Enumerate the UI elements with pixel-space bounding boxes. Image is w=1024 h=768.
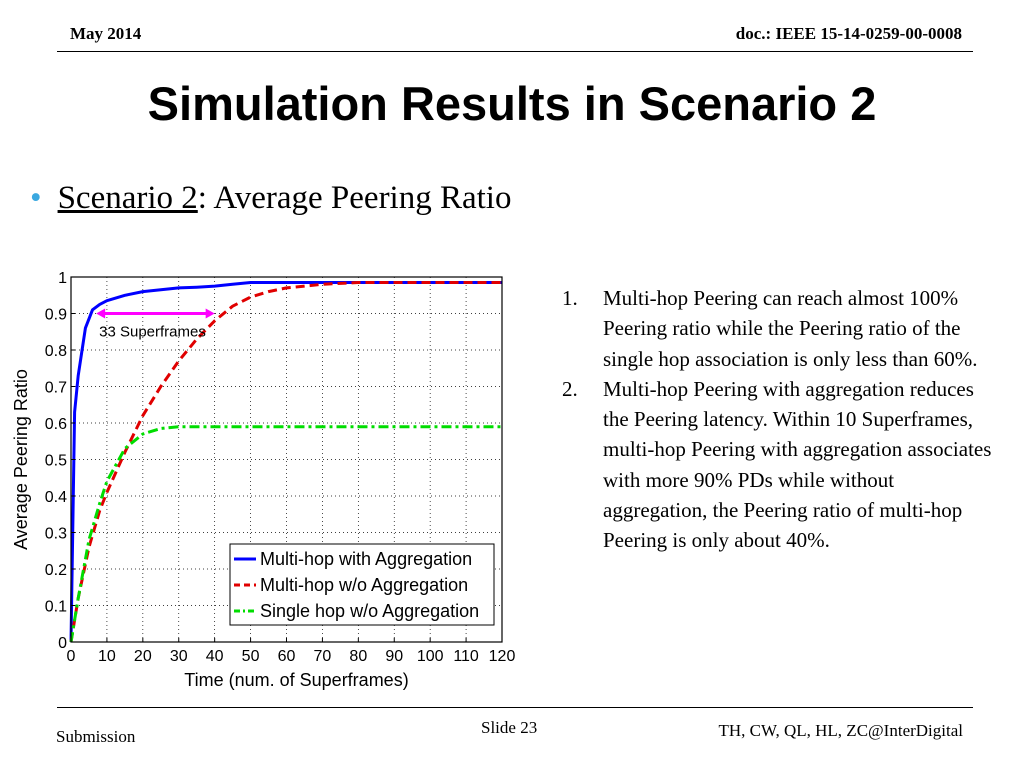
y-tick-label: 0.6 xyxy=(45,416,67,433)
y-axis-label: Average Peering Ratio xyxy=(11,369,31,550)
note-number: 1. xyxy=(562,286,578,310)
peering-ratio-chart: 33 Superframes 0 10 20 30 40 50 60 70 80 90 100 110… xyxy=(11,270,515,690)
legend-entry: Multi-hop with Aggregation xyxy=(260,549,472,569)
x-tick-label: 70 xyxy=(314,648,332,665)
annotation-arrow-head-left xyxy=(96,308,106,319)
annotation-label: 33 Superframes xyxy=(99,324,206,341)
y-tick-label: 0.8 xyxy=(45,343,67,360)
x-tick-label: 20 xyxy=(134,648,152,665)
x-tick-label: 90 xyxy=(385,648,403,665)
bullet-dot-icon: • xyxy=(30,180,42,216)
chart-axes: 0 10 20 30 40 50 60 70 80 90 100 110 120 0 0.1 0.2 0.3 0.… xyxy=(11,270,515,690)
x-tick-label: 60 xyxy=(278,648,296,665)
y-tick-label: 1 xyxy=(58,270,67,287)
legend-entry: Multi-hop w/o Aggregation xyxy=(260,575,468,595)
y-tick-label: 0 xyxy=(58,635,67,652)
slide-title: Simulation Results in Scenario 2 xyxy=(147,77,877,130)
notes-list: 1. Multi-hop Peering can reach almost 100… xyxy=(562,283,1002,556)
y-tick-label: 0.2 xyxy=(45,562,67,579)
y-tick-label: 0.1 xyxy=(45,599,67,616)
series-line xyxy=(69,425,502,643)
y-tick-label: 0.4 xyxy=(45,489,67,506)
note-item: 1. Multi-hop Peering can reach almost 100… xyxy=(562,283,1002,374)
y-tick-label: 0.9 xyxy=(45,307,67,324)
chart-series xyxy=(69,281,502,643)
header-date: May 2014 xyxy=(70,24,142,43)
legend-entry: Single hop w/o Aggregation xyxy=(260,601,479,621)
chart-annotation: 33 Superframes xyxy=(96,308,215,341)
annotation-arrow-head-right xyxy=(205,308,215,319)
x-tick-label: 40 xyxy=(206,648,224,665)
x-tick-label: 100 xyxy=(417,648,444,665)
footer-submission: Submission xyxy=(56,727,136,746)
legend-box xyxy=(229,543,495,626)
x-tick-label: 30 xyxy=(170,648,188,665)
header-doc-id: doc.: IEEE 15-14-0259-00-0008 xyxy=(735,24,962,43)
x-tick-label: 10 xyxy=(98,648,116,665)
bullet-rest: : Average Peering Ratio xyxy=(197,180,512,216)
header-rule xyxy=(57,51,973,52)
bullet-scenario: • Scenario 2: Average Peering Ratio xyxy=(30,180,511,217)
x-axis-label: Time (num. of Superframes) xyxy=(184,670,408,690)
note-text: Multi-hop Peering can reach almost 100% … xyxy=(603,286,978,371)
note-number: 2. xyxy=(562,376,578,401)
series-line xyxy=(69,281,502,643)
x-tick-label: 120 xyxy=(489,648,516,665)
y-tick-label: 0.3 xyxy=(45,526,67,543)
note-text: Multi-hop Peering with aggregation reduc… xyxy=(603,376,992,553)
x-tick-label: 80 xyxy=(349,648,367,665)
series-line xyxy=(69,281,502,643)
chart-legend: Multi-hop with Aggregation Multi-hop w/o … xyxy=(229,543,495,626)
x-tick-label: 50 xyxy=(242,648,260,665)
slide-number: Slide 23 xyxy=(481,718,538,737)
y-tick-label: 0.7 xyxy=(45,380,67,397)
y-tick-label: 0.5 xyxy=(45,453,67,470)
bullet-underlined: Scenario 2 xyxy=(57,180,198,216)
note-item: 2. Multi-hop Peering with aggregation red… xyxy=(562,374,1002,556)
footer-authors: TH, CW, QL, HL, ZC@InterDigital xyxy=(718,721,964,740)
x-tick-label: 110 xyxy=(453,648,479,665)
x-tick-label: 0 xyxy=(67,648,76,665)
footer-rule xyxy=(57,707,973,708)
